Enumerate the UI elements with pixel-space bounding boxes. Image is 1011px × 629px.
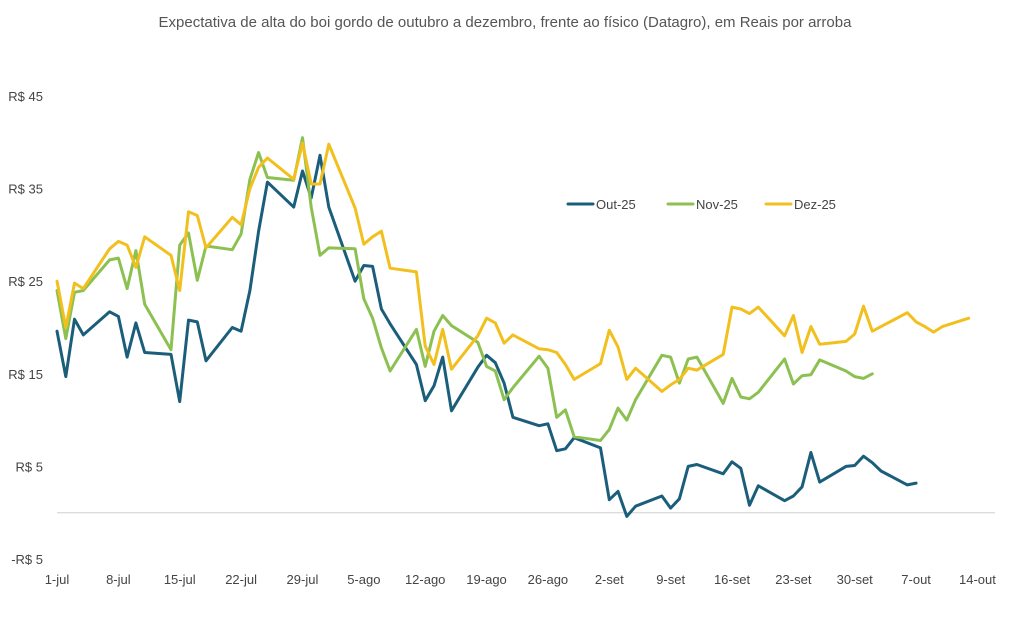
x-tick-label: 19-ago <box>466 572 506 587</box>
x-axis-ticks: 1-jul 8-jul 15-jul 22-jul 29-jul 5-ago 12-ago 1… <box>45 572 997 587</box>
y-tick-label: R$ 35 <box>8 182 43 197</box>
series-line-out-25 <box>55 153 918 518</box>
legend-label: Nov-25 <box>696 197 738 212</box>
y-tick-label: R$ 25 <box>8 274 43 289</box>
y-tick-label: R$ 15 <box>8 367 43 382</box>
x-tick-label: 12-ago <box>405 572 445 587</box>
y-tick-label: -R$ 5 <box>11 552 43 567</box>
x-tick-label: 23-set <box>775 572 812 587</box>
x-tick-label: 7-out <box>901 572 931 587</box>
x-tick-label: 29-jul <box>287 572 319 587</box>
x-tick-label: 15-jul <box>164 572 196 587</box>
legend-label: Dez-25 <box>794 197 836 212</box>
chart-title: Expectativa de alta do boi gordo de outu… <box>159 14 853 31</box>
y-axis-ticks: -R$ 5 R$ 5 R$ 15 R$ 25 R$ 35 R$ 45 <box>8 89 43 567</box>
series-line-dez-25 <box>55 141 971 393</box>
x-tick-label: 30-set <box>837 572 874 587</box>
y-tick-label: R$ 5 <box>16 459 43 474</box>
series-lines <box>55 136 971 518</box>
y-tick-label: R$ 45 <box>8 89 43 104</box>
x-tick-label: 26-ago <box>528 572 568 587</box>
x-tick-label: 8-jul <box>106 572 131 587</box>
x-tick-label: 2-set <box>595 572 624 587</box>
x-tick-label: 9-set <box>656 572 685 587</box>
x-tick-label: 1-jul <box>45 572 70 587</box>
x-tick-label: 16-set <box>714 572 751 587</box>
legend: Out-25 Nov-25 Dez-25 <box>566 197 836 212</box>
legend-label: Out-25 <box>596 197 636 212</box>
x-tick-label: 14-out <box>959 572 996 587</box>
series-line-nov-25 <box>55 136 874 442</box>
x-tick-label: 22-jul <box>225 572 257 587</box>
x-tick-label: 5-ago <box>347 572 380 587</box>
